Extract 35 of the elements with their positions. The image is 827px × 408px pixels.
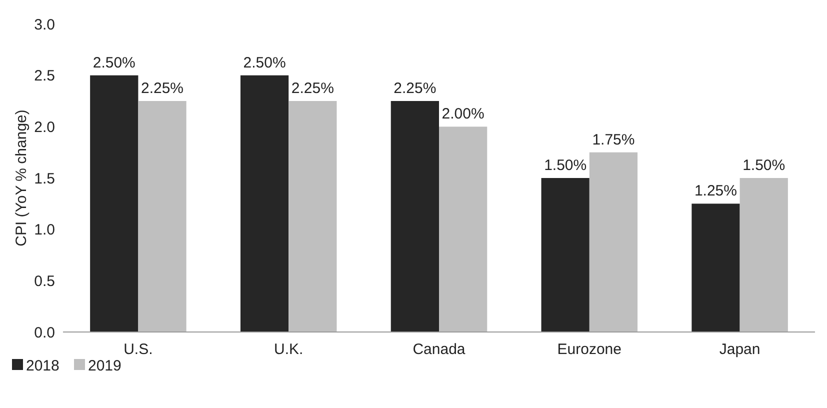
y-tick-label: 0.0 <box>34 324 55 342</box>
data-label: 2.25% <box>394 80 436 97</box>
bar <box>439 126 488 332</box>
bar <box>692 204 740 332</box>
legend-label: 2018 <box>26 357 60 374</box>
x-tick-label: U.K. <box>274 341 304 358</box>
data-label: 1.25% <box>694 182 738 200</box>
x-tick-label: U.S. <box>124 341 153 358</box>
data-label: 1.50% <box>742 157 786 174</box>
bar <box>589 152 638 332</box>
bar <box>390 101 439 332</box>
y-axis-title: CPI (YoY % change) <box>13 110 30 246</box>
y-tick-label: 2.0 <box>34 118 55 136</box>
bar <box>288 101 337 332</box>
bar <box>740 178 788 332</box>
bar <box>240 75 289 332</box>
x-tick-label: Eurozone <box>557 341 622 358</box>
x-tick-label: Canada <box>412 341 466 358</box>
data-label: 2.50% <box>243 54 286 72</box>
data-label: 1.50% <box>544 157 587 174</box>
y-tick-label: 2.5 <box>34 68 55 85</box>
bar <box>541 178 590 332</box>
data-label: 2.00% <box>442 106 484 123</box>
y-tick-label: 0.5 <box>34 272 55 290</box>
legend-label: 2019 <box>88 357 122 374</box>
y-tick-label: 1.0 <box>34 222 55 239</box>
y-tick-label: 1.5 <box>34 170 55 188</box>
data-label: 2.50% <box>92 54 136 72</box>
data-label: 2.25% <box>291 80 334 97</box>
data-label: 2.25% <box>140 80 184 97</box>
bar <box>138 101 186 332</box>
x-tick-label: Japan <box>719 341 760 358</box>
bar <box>90 75 138 332</box>
data-label: 1.75% <box>592 131 635 148</box>
y-tick-label: 3.0 <box>34 16 55 34</box>
